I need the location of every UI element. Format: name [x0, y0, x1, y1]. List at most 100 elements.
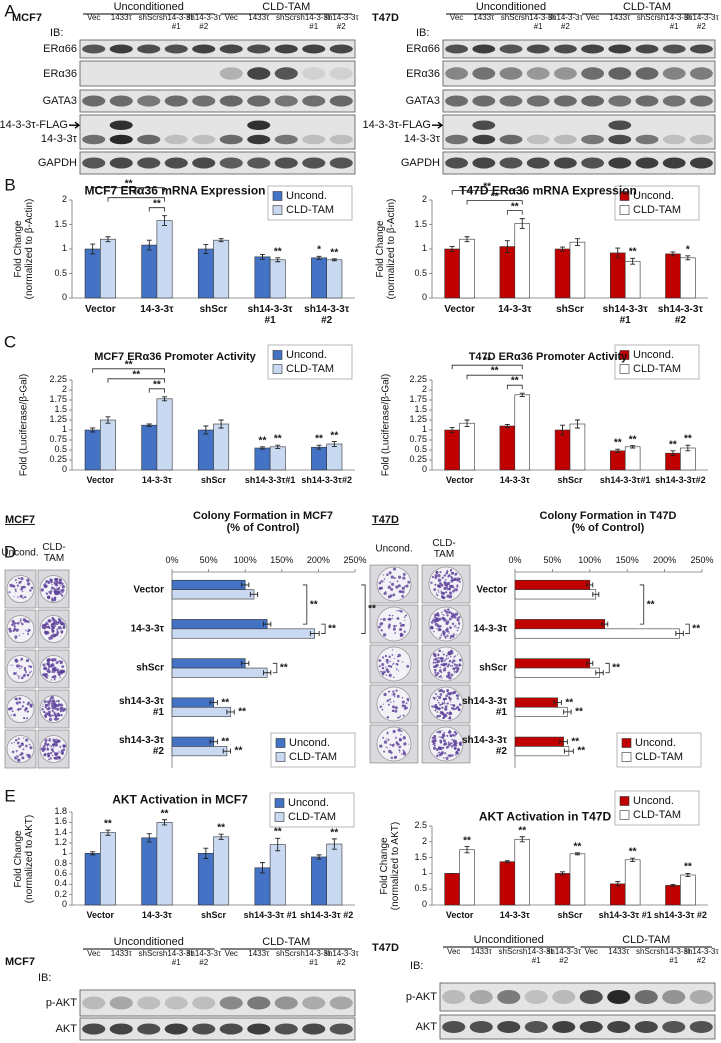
plate-well [376, 606, 412, 642]
blot-band [192, 996, 216, 1010]
significance-label: ** [328, 623, 336, 635]
plate-well [6, 655, 35, 683]
blot-band [219, 134, 243, 145]
x-tick-label: Vector [86, 910, 115, 920]
colony [392, 729, 396, 734]
colony [53, 596, 57, 600]
blot-band [274, 95, 298, 107]
error-bar [464, 846, 470, 854]
colony [447, 741, 450, 744]
colony [435, 618, 439, 623]
colony [53, 658, 57, 662]
blot-band [192, 157, 216, 169]
blot-band [608, 44, 632, 54]
colony [447, 652, 450, 655]
colony [434, 705, 437, 708]
significance-label: ** [683, 861, 692, 873]
blot-band [689, 95, 713, 107]
colony [388, 749, 392, 754]
error-bar [203, 425, 209, 435]
y-tick-label: 0.75 [409, 434, 427, 445]
y-tick-label: 1.5 [414, 404, 427, 415]
colony [438, 676, 441, 678]
colony [456, 705, 460, 710]
colony [17, 749, 19, 751]
legend-swatch [619, 191, 630, 201]
blot-band [608, 67, 632, 80]
colony [51, 617, 54, 619]
blot-band [635, 95, 659, 107]
significance-bracket [605, 662, 610, 674]
colony [450, 673, 454, 677]
lane-label: sh14-3-3τ #1 [656, 947, 692, 965]
colony [397, 659, 400, 662]
colony [434, 661, 437, 664]
y-tick-label: 1 [61, 424, 67, 435]
significance-label: ** [463, 835, 471, 847]
bar [326, 259, 343, 299]
colony [392, 690, 395, 693]
legend-label: CLD-TAM [633, 808, 682, 821]
colony [387, 585, 391, 589]
legend-swatch [272, 191, 283, 201]
colony [50, 695, 54, 700]
bar [84, 248, 101, 299]
colony [388, 623, 391, 626]
colony [386, 573, 389, 577]
colony [437, 578, 442, 582]
bar [554, 429, 571, 471]
significance-label: ** [132, 188, 141, 200]
colony [440, 663, 443, 666]
colony [381, 673, 385, 676]
colony [460, 664, 462, 667]
x-tick-label: 50% [543, 555, 562, 566]
colony [14, 579, 17, 581]
colony [442, 653, 445, 656]
colony [22, 597, 25, 599]
x-tick-label: 250% [343, 555, 367, 566]
colony [14, 738, 18, 742]
bar [84, 853, 101, 906]
colony [13, 741, 16, 743]
x-tick-label: sh14-3-3τ#1 [599, 475, 651, 485]
colony [407, 580, 411, 584]
x-tick-label: 100% [578, 555, 602, 566]
colony [403, 707, 407, 710]
x-tick-label: shScr [556, 304, 584, 315]
colony [449, 711, 453, 715]
chart-title: T47D ERα36 Promoter Activity [468, 350, 628, 363]
colony [435, 697, 437, 699]
colony [11, 664, 13, 666]
error-bar [105, 416, 111, 424]
colony [397, 716, 400, 719]
colony [42, 703, 44, 705]
blot-band [445, 95, 469, 107]
colony [46, 631, 50, 635]
significance-label: ** [217, 822, 226, 834]
colony [454, 707, 457, 710]
plate-column-label: Uncond. [1, 547, 39, 559]
lane-label: sh14-3-3τ #2 [546, 947, 582, 965]
colony [42, 667, 46, 670]
band-arrow [432, 121, 444, 129]
colony [18, 667, 21, 670]
colony [47, 667, 50, 671]
colony [47, 743, 50, 746]
blot-band [329, 44, 353, 54]
colony [49, 591, 52, 595]
colony [48, 714, 52, 718]
colony [394, 706, 398, 710]
colony [391, 649, 394, 651]
colony [51, 622, 55, 627]
panel-letter: C [3, 332, 17, 352]
colony [453, 656, 456, 658]
colony [440, 656, 443, 660]
colony [56, 668, 60, 672]
colony [11, 623, 14, 627]
colony [51, 743, 55, 746]
bar [156, 822, 173, 906]
error-bar [574, 852, 580, 856]
blot-band [579, 1021, 603, 1033]
x-tick-label: 14-3-3τ [141, 475, 172, 485]
colony [438, 585, 442, 589]
